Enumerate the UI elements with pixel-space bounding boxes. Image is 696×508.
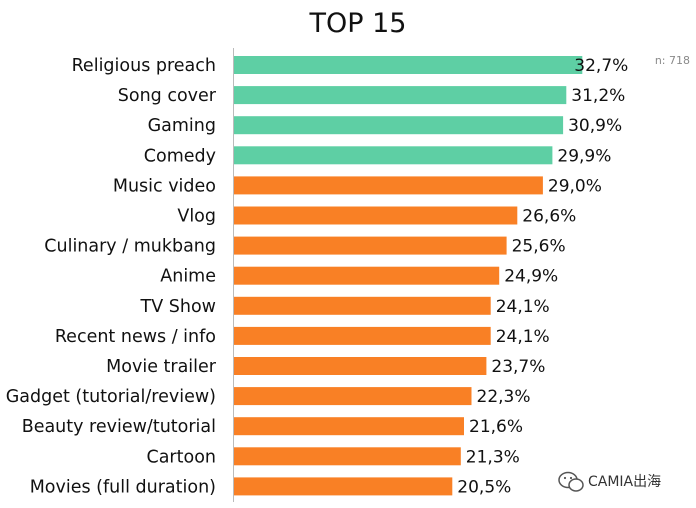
bar [234, 296, 491, 315]
wechat-icon [558, 471, 584, 492]
value-label: 30,9% [568, 116, 622, 136]
bar [234, 86, 567, 105]
category-label: Movies (full duration) [30, 477, 216, 497]
bar [234, 387, 472, 406]
category-label: Anime [160, 267, 216, 287]
value-label: 23,7% [491, 357, 545, 377]
value-label: 32,7% [574, 56, 628, 76]
chart-title: TOP 15 [309, 8, 407, 39]
value-label: 26,6% [522, 207, 576, 227]
category-label: Religious preach [72, 56, 216, 76]
value-label: 22,3% [477, 387, 531, 407]
value-label: 21,3% [466, 447, 520, 467]
value-label: 24,9% [504, 267, 558, 287]
bars-group: Religious preach 32,7% Song cover 31,2% Gami… [6, 56, 628, 497]
bar [234, 116, 564, 135]
category-label: Beauty review/tutorial [22, 417, 216, 437]
category-label: Cartoon [146, 447, 216, 467]
bar [234, 176, 543, 195]
bar [234, 357, 487, 375]
value-label: 24,1% [496, 327, 550, 347]
category-label: Gadget (tutorial/review) [6, 387, 216, 407]
bar [234, 56, 583, 74]
value-label: 29,9% [557, 146, 611, 166]
value-label: 29,0% [548, 176, 602, 196]
value-label: 21,6% [469, 417, 523, 437]
category-label: Comedy [144, 146, 216, 166]
bar [234, 326, 491, 345]
watermark-graphic: CAMIA出海 [558, 471, 661, 492]
bar [234, 477, 453, 496]
value-label: 20,5% [457, 477, 511, 497]
category-label: Recent news / info [55, 327, 216, 347]
category-label: TV Show [140, 297, 216, 317]
category-label: Music video [113, 176, 216, 196]
bar [234, 146, 553, 165]
category-label: Movie trailer [106, 357, 217, 377]
watermark: CAMIA出海 [556, 466, 696, 496]
value-label: 25,6% [512, 237, 566, 257]
sample-size-note: n: 718 [655, 54, 690, 67]
category-label: Song cover [118, 86, 217, 106]
value-label: 31,2% [571, 86, 625, 106]
category-label: Gaming [148, 116, 216, 136]
bar [234, 266, 500, 285]
bar [234, 417, 464, 436]
value-label: 24,1% [496, 297, 550, 317]
bar [234, 236, 507, 255]
category-label: Vlog [177, 207, 216, 227]
bar [234, 447, 461, 466]
category-label: Culinary / mukbang [44, 237, 216, 257]
bar [234, 206, 518, 225]
watermark-text: CAMIA出海 [588, 474, 661, 490]
